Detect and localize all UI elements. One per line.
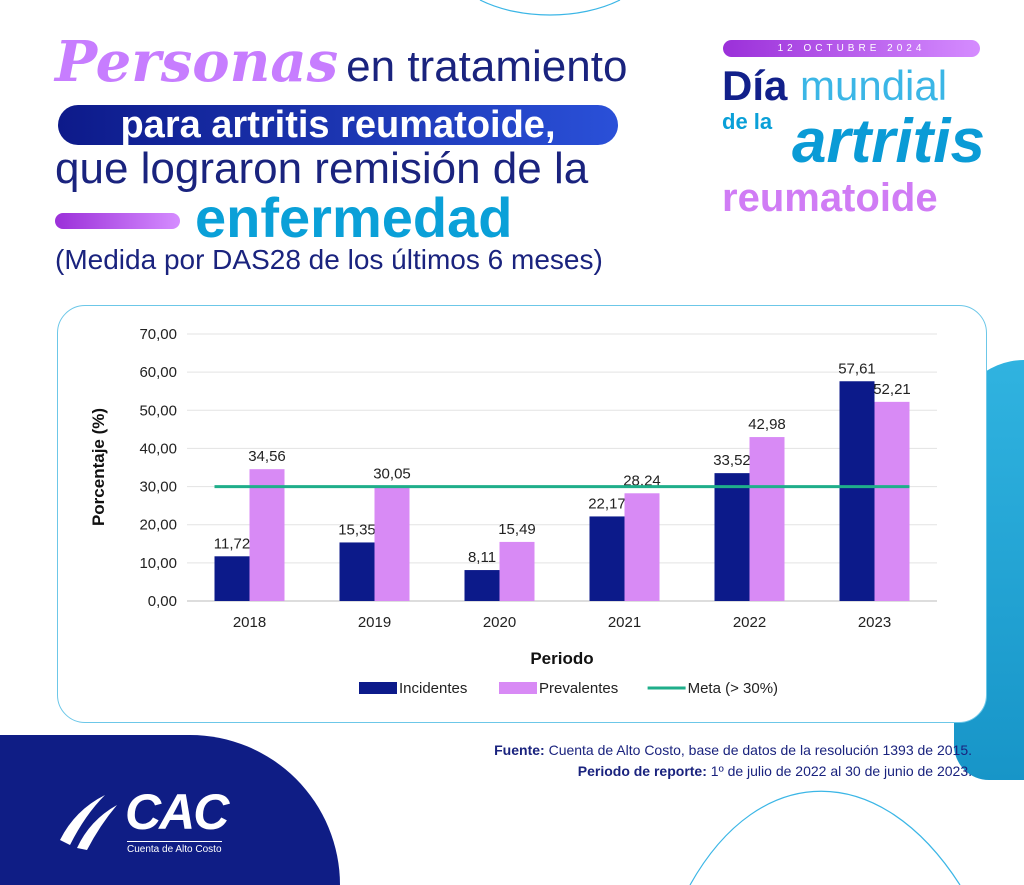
x-axis-title: Periodo [530, 649, 593, 668]
title-rest: en tratamiento [346, 42, 628, 91]
subtitle: (Medida por DAS28 de los últimos 6 meses… [55, 244, 603, 275]
x-tick-label: 2023 [858, 614, 891, 631]
y-tick-label: 10,00 [139, 555, 177, 572]
y-axis-title: Porcentaje (%) [89, 408, 108, 526]
bar-incidentes [714, 473, 750, 601]
title-emphasis: Personas [55, 29, 339, 95]
bar-incidentes [339, 542, 375, 601]
data-label: 42,98 [748, 416, 786, 433]
period-label: Periodo de reporte: [577, 763, 707, 779]
data-label: 15,49 [498, 521, 536, 538]
data-label: 52,21 [873, 381, 911, 398]
data-label: 15,35 [338, 521, 376, 538]
x-tick-label: 2022 [733, 614, 766, 631]
event-de-la: de la [722, 109, 773, 134]
bar-incidentes [214, 556, 250, 601]
x-tick-label: 2019 [358, 614, 391, 631]
bar-prevalentes [499, 541, 535, 601]
title-line-1: Personas en tratamiento [55, 30, 627, 99]
data-label: 11,72 [214, 535, 250, 552]
legend-label: Incidentes [399, 680, 467, 697]
event-reumatoide: reumatoide [722, 176, 938, 220]
bar-prevalentes [249, 469, 285, 601]
y-tick-label: 60,00 [139, 364, 177, 381]
bar-prevalentes [874, 401, 910, 601]
legend-swatch-prevalentes [499, 682, 537, 694]
title-line-3: que lograron remisión de la [55, 144, 589, 193]
source-label: Fuente: [494, 742, 545, 758]
event-date: 12 OCTUBRE 2024 [723, 40, 980, 57]
cac-logo: CAC Cuenta de Alto Costo [55, 784, 229, 857]
bar-incidentes [839, 381, 875, 601]
y-tick-label: 50,00 [139, 402, 177, 419]
bar-incidentes [464, 570, 500, 601]
legend-label: Meta (> 30%) [688, 680, 778, 697]
period-text: 1º de julio de 2022 al 30 de junio de 20… [710, 763, 972, 779]
bar-incidentes [589, 516, 625, 601]
data-label: 34,56 [248, 448, 286, 465]
y-tick-label: 20,00 [139, 517, 177, 534]
chart-card [57, 305, 987, 723]
data-label: 8,11 [468, 549, 496, 566]
y-tick-label: 70,00 [139, 326, 177, 343]
event-mundial: mundial [800, 62, 948, 109]
title-line-4: enfermedad [195, 186, 513, 249]
y-tick-label: 40,00 [139, 440, 177, 457]
x-tick-label: 2020 [483, 614, 516, 631]
x-tick-label: 2018 [233, 614, 266, 631]
source-text: Cuenta de Alto Costo, base de datos de l… [548, 742, 972, 758]
logo-swoosh-icon [60, 795, 117, 850]
logo-subtext: Cuenta de Alto Costo [127, 841, 222, 856]
event-artritis: artritis [792, 107, 985, 176]
data-label: 57,61 [838, 360, 876, 377]
legend-label: Prevalentes [539, 680, 618, 697]
event-dia: Día [722, 62, 788, 109]
bar-prevalentes [624, 493, 660, 601]
bar-prevalentes [749, 437, 785, 601]
data-label: 33,52 [713, 452, 751, 469]
decorative-pill [55, 213, 180, 229]
data-label: 28,24 [623, 472, 661, 489]
legend-swatch-incidentes [359, 682, 397, 694]
source-note: Fuente: Cuenta de Alto Costo, base de da… [494, 741, 972, 759]
data-label: 22,17 [588, 495, 626, 512]
y-tick-label: 30,00 [139, 479, 177, 496]
logo-text: CAC [125, 784, 229, 840]
y-tick-label: 0,00 [148, 593, 177, 610]
period-note: Periodo de reporte: 1º de julio de 2022 … [578, 762, 972, 780]
x-tick-label: 2021 [608, 614, 641, 631]
bar-prevalentes [374, 486, 410, 601]
data-label: 30,05 [373, 465, 411, 482]
title-line-2: para artritis reumatoide, [58, 105, 618, 145]
